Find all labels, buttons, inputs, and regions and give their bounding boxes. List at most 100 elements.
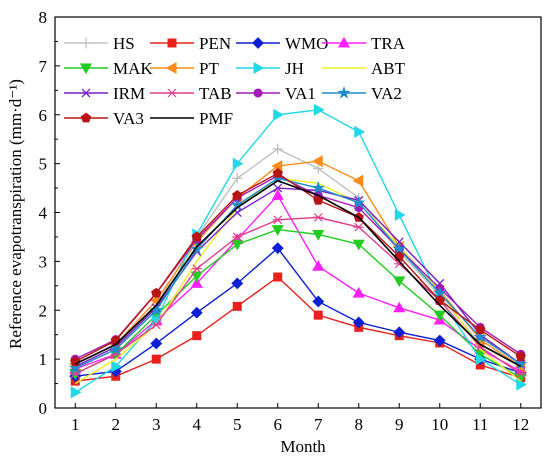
series-line-va3 bbox=[74, 172, 522, 363]
data-point-mak bbox=[433, 310, 446, 322]
data-point-jh bbox=[394, 208, 406, 222]
data-point-hs bbox=[313, 163, 324, 174]
legend-swatch-marker bbox=[80, 112, 92, 123]
data-point-jh bbox=[111, 360, 122, 373]
legend-swatch-marker bbox=[79, 63, 93, 75]
data-point-va2 bbox=[190, 242, 204, 255]
series-line-irm bbox=[74, 187, 522, 368]
x-tick-label: 2 bbox=[112, 415, 121, 434]
data-point-hs bbox=[232, 173, 243, 184]
legend: HS PEN WMO TRA MAK PT JH ABT IRM TAB VA1 VA2 VA3 PMF bbox=[64, 34, 406, 128]
series-line-tra bbox=[75, 194, 522, 372]
legend-item-hs: HS bbox=[64, 34, 135, 53]
legend-swatch-marker bbox=[81, 88, 91, 98]
data-point-wmo bbox=[352, 316, 365, 329]
y-tick-label: 1 bbox=[39, 350, 48, 369]
x-tick-label: 12 bbox=[512, 415, 529, 434]
data-point-pen bbox=[192, 331, 202, 341]
legend-label: PT bbox=[199, 59, 219, 78]
data-point-va2 bbox=[352, 195, 366, 209]
data-point-wmo bbox=[312, 295, 325, 308]
series-group bbox=[68, 103, 528, 399]
data-point-va2 bbox=[68, 361, 82, 374]
data-point-tab bbox=[394, 259, 405, 269]
legend-swatch-marker bbox=[337, 86, 351, 99]
series-va3 bbox=[70, 167, 526, 366]
data-point-tab bbox=[313, 212, 324, 222]
data-point-va3 bbox=[232, 189, 243, 200]
data-point-jh bbox=[354, 125, 365, 138]
legend-item-va1: VA1 bbox=[236, 84, 316, 103]
data-point-tra bbox=[352, 286, 365, 298]
data-point-jh bbox=[70, 386, 82, 399]
legend-item-tab: TAB bbox=[150, 84, 232, 103]
data-point-wmo bbox=[433, 334, 446, 347]
data-point-mak bbox=[271, 225, 284, 236]
x-tick-label: 5 bbox=[233, 415, 242, 434]
legend-label: VA1 bbox=[285, 84, 316, 103]
legend-swatch-marker bbox=[165, 61, 177, 75]
y-axis-label: Reference evapotranspiration (mm·d⁻¹) bbox=[6, 79, 25, 349]
x-tick-label: 9 bbox=[395, 415, 404, 434]
data-point-tra bbox=[190, 277, 203, 288]
y-tick-label: 3 bbox=[39, 252, 48, 271]
legend-label: WMO bbox=[285, 34, 328, 53]
series-line-pen bbox=[75, 276, 521, 382]
data-point-wmo bbox=[393, 326, 406, 339]
series-va2 bbox=[68, 171, 528, 374]
legend-item-abt: ABT bbox=[322, 59, 406, 78]
x-tick-label: 11 bbox=[472, 415, 488, 434]
legend-label: MAK bbox=[113, 59, 153, 78]
series-mak bbox=[69, 225, 527, 384]
data-point-mak bbox=[190, 271, 203, 283]
data-point-irm bbox=[394, 237, 404, 247]
x-tick-label: 6 bbox=[274, 415, 283, 434]
legend-item-irm: IRM bbox=[64, 84, 145, 103]
legend-item-pen: PEN bbox=[150, 34, 231, 53]
legend-item-mak: MAK bbox=[64, 59, 153, 78]
data-point-jh bbox=[516, 378, 527, 391]
data-point-jh bbox=[313, 103, 325, 116]
legend-label: VA2 bbox=[371, 84, 402, 103]
data-point-hs bbox=[272, 143, 283, 155]
legend-label: TAB bbox=[199, 84, 232, 103]
legend-label: TRA bbox=[371, 34, 406, 53]
legend-swatch-marker bbox=[252, 37, 264, 49]
x-tick-label: 10 bbox=[431, 415, 448, 434]
data-point-wmo bbox=[231, 277, 244, 290]
data-point-va2 bbox=[109, 342, 123, 355]
legend-item-jh: JH bbox=[236, 59, 304, 78]
x-tick-label: 3 bbox=[152, 415, 161, 434]
series-line-tab bbox=[74, 216, 522, 375]
data-point-tab bbox=[515, 369, 526, 379]
y-tick-label: 8 bbox=[39, 8, 48, 27]
x-tick-label: 7 bbox=[314, 415, 323, 434]
legend-label: VA3 bbox=[113, 109, 144, 128]
legend-label: HS bbox=[113, 34, 135, 53]
data-point-irm bbox=[273, 183, 283, 193]
data-point-pen bbox=[313, 310, 323, 320]
x-tick-label: 1 bbox=[71, 415, 80, 434]
data-point-tra bbox=[312, 260, 325, 271]
legend-swatch-marker bbox=[80, 37, 92, 49]
data-point-tab bbox=[272, 215, 283, 225]
legend-swatch-marker bbox=[253, 88, 263, 98]
x-tick-label: 4 bbox=[193, 415, 202, 434]
data-point-va3 bbox=[151, 287, 162, 298]
data-point-pen bbox=[151, 354, 161, 364]
data-point-pen bbox=[273, 272, 283, 282]
data-point-va2 bbox=[311, 181, 325, 194]
x-axis-label: Month bbox=[280, 437, 326, 456]
data-point-va3 bbox=[272, 167, 283, 178]
data-point-va3 bbox=[475, 324, 486, 335]
data-point-tab bbox=[232, 232, 243, 242]
data-point-pen bbox=[232, 301, 242, 311]
x-tick-label: 8 bbox=[355, 415, 364, 434]
series-line-mak bbox=[74, 228, 522, 379]
legend-item-wmo: WMO bbox=[236, 34, 328, 53]
data-point-pt bbox=[312, 155, 323, 168]
data-point-pt bbox=[352, 174, 364, 187]
legend-label: PEN bbox=[199, 34, 231, 53]
legend-label: PMF bbox=[199, 109, 233, 128]
